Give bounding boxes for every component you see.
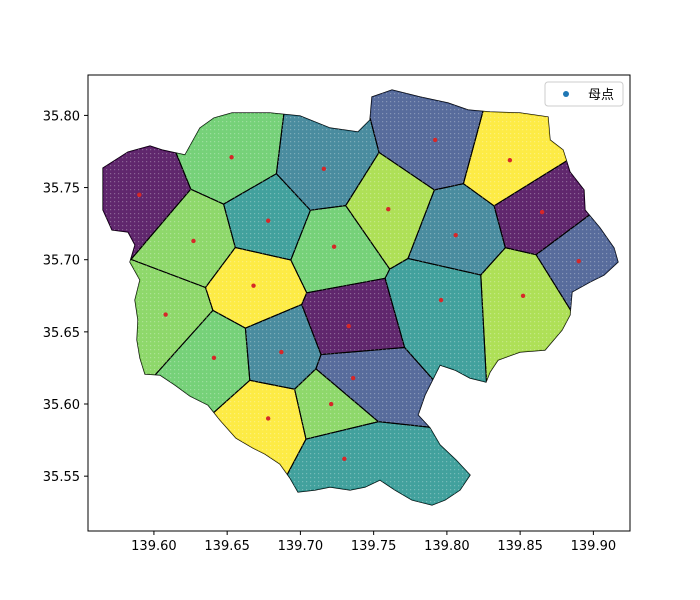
x-tick-label: 139.80 <box>424 539 470 554</box>
voronoi-cell <box>131 189 236 288</box>
legend: 母点 <box>544 81 624 107</box>
generator-point <box>346 323 351 329</box>
generator-point <box>321 166 327 171</box>
generator-points <box>137 137 581 462</box>
generator-point <box>350 375 356 381</box>
y-tick-label: 35.70 <box>43 254 80 269</box>
voronoi-cell <box>245 304 321 390</box>
legend-label: 母点 <box>588 88 614 103</box>
generator-point <box>211 355 217 361</box>
voronoi-cell <box>408 183 506 275</box>
voronoi-cell <box>301 278 405 355</box>
generator-point <box>342 456 347 462</box>
x-axis: 139.60 139.65 139.70 139.75 139.80 139.85 139.… <box>131 531 616 554</box>
generator-point <box>453 232 458 238</box>
x-tick-label: 139.85 <box>497 539 543 554</box>
y-tick-label: 35.60 <box>43 398 80 413</box>
generator-point <box>331 244 337 249</box>
y-axis: 35.55 35.60 35.65 35.70 35.75 35.80 <box>43 109 88 485</box>
x-tick-label: 139.70 <box>278 539 324 554</box>
legend-box <box>544 81 624 107</box>
generator-point <box>520 293 526 298</box>
legend-marker <box>563 91 569 97</box>
generator-point <box>576 258 581 264</box>
generator-point <box>137 192 142 197</box>
voronoi-cell <box>223 173 311 260</box>
generator-point <box>251 283 256 288</box>
generator-point <box>438 297 444 303</box>
generator-point <box>229 155 234 160</box>
generator-point <box>279 349 284 355</box>
voronoi-cell <box>205 247 307 329</box>
x-tick-label: 139.90 <box>571 539 617 554</box>
generator-point <box>386 207 391 212</box>
plot-frame <box>87 74 631 532</box>
generator-point <box>539 209 545 215</box>
generator-point <box>328 401 334 407</box>
x-tick-label: 139.65 <box>204 539 250 554</box>
voronoi-cell-border <box>480 247 618 505</box>
generator-point <box>507 157 513 163</box>
generator-point <box>191 238 196 244</box>
generator-point <box>432 137 438 143</box>
voronoi-cell <box>345 152 435 270</box>
generator-point <box>163 312 168 317</box>
x-tick-label: 139.75 <box>351 539 397 554</box>
x-tick-label: 139.60 <box>131 539 177 554</box>
voronoi-cell <box>290 205 390 293</box>
voronoi-cell <box>294 368 379 440</box>
y-tick-label: 35.55 <box>43 470 80 485</box>
generator-point <box>265 416 271 421</box>
y-tick-label: 35.80 <box>43 109 80 124</box>
y-tick-label: 35.75 <box>43 182 80 197</box>
y-tick-label: 35.65 <box>43 326 80 341</box>
generator-point <box>265 218 271 223</box>
